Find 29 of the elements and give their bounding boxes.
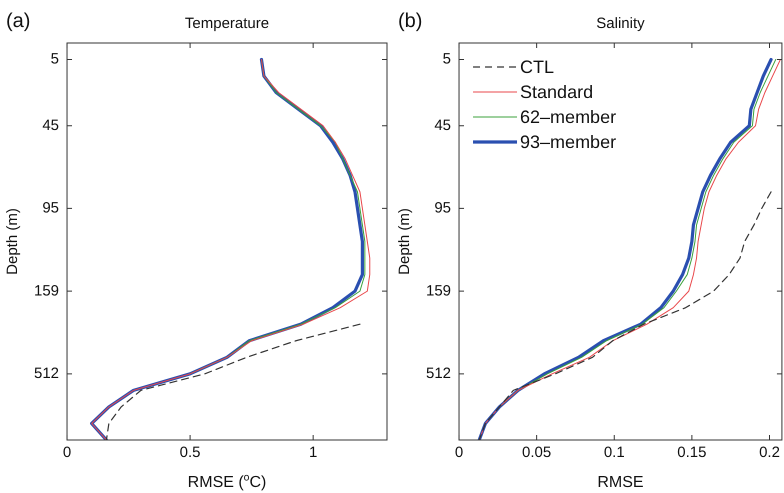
text: (b) xyxy=(398,10,422,32)
x-tick-label: 0 xyxy=(62,444,72,462)
x-tick-label: 0 xyxy=(454,444,464,462)
y-tick-label: 5 xyxy=(50,50,60,68)
y-tick-label: 95 xyxy=(434,200,452,217)
x-axis-title: RMSE xyxy=(597,474,644,491)
y-tick-label: 512 xyxy=(426,364,452,382)
y-axis-title: Depth (m) xyxy=(396,208,414,275)
x-tick-label: 0.1 xyxy=(604,444,625,462)
legend-label: 93–member xyxy=(520,132,616,152)
y-tick-label: 45 xyxy=(434,116,452,134)
y-tick-label: 5 xyxy=(442,50,452,68)
text: (a) xyxy=(6,10,30,32)
y-axis-title: Depth (m) xyxy=(4,208,22,275)
y-tick-label: 512 xyxy=(34,364,60,382)
y-tick-label: 159 xyxy=(34,282,60,300)
y-tick-label: 159 xyxy=(426,282,452,300)
legend-label: 62–member xyxy=(520,106,616,127)
chart-title: Salinity xyxy=(596,15,646,32)
x-tick-label: 1 xyxy=(308,444,318,462)
x-tick-label: 0.2 xyxy=(759,444,780,462)
x-tick-label: 0.15 xyxy=(677,444,706,462)
x-tick-label: 0.5 xyxy=(180,444,201,462)
chart-title: Temperature xyxy=(184,15,270,32)
y-tick-label: 95 xyxy=(42,200,60,217)
legend-label: Standard xyxy=(520,82,594,102)
legend-label: CTL xyxy=(520,56,554,77)
y-tick-label: 45 xyxy=(42,116,60,134)
x-tick-label: 0.05 xyxy=(522,444,552,462)
